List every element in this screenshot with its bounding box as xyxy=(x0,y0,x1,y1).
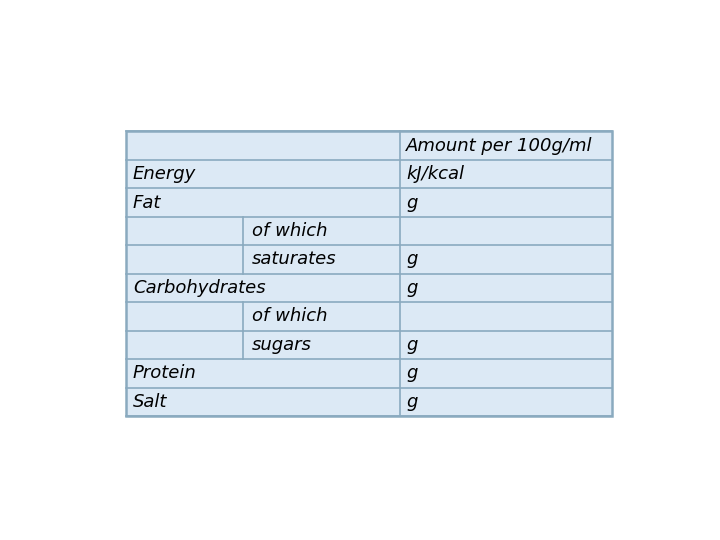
Text: g: g xyxy=(406,364,418,382)
Text: g: g xyxy=(406,279,418,297)
Text: g: g xyxy=(406,336,418,354)
Text: Carbohydrates: Carbohydrates xyxy=(133,279,266,297)
Text: of which: of which xyxy=(252,222,328,240)
Text: Energy: Energy xyxy=(133,165,197,183)
Text: g: g xyxy=(406,393,418,411)
Text: kJ/kcal: kJ/kcal xyxy=(406,165,464,183)
Text: g: g xyxy=(406,193,418,212)
Text: Amount per 100g/ml: Amount per 100g/ml xyxy=(406,137,593,154)
Text: Salt: Salt xyxy=(133,393,167,411)
Bar xyxy=(126,131,612,416)
Text: saturates: saturates xyxy=(252,251,336,268)
Bar xyxy=(126,131,612,416)
Text: sugars: sugars xyxy=(252,336,312,354)
Text: Fat: Fat xyxy=(133,193,161,212)
Text: g: g xyxy=(406,251,418,268)
Text: Protein: Protein xyxy=(133,364,197,382)
Text: of which: of which xyxy=(252,307,328,326)
